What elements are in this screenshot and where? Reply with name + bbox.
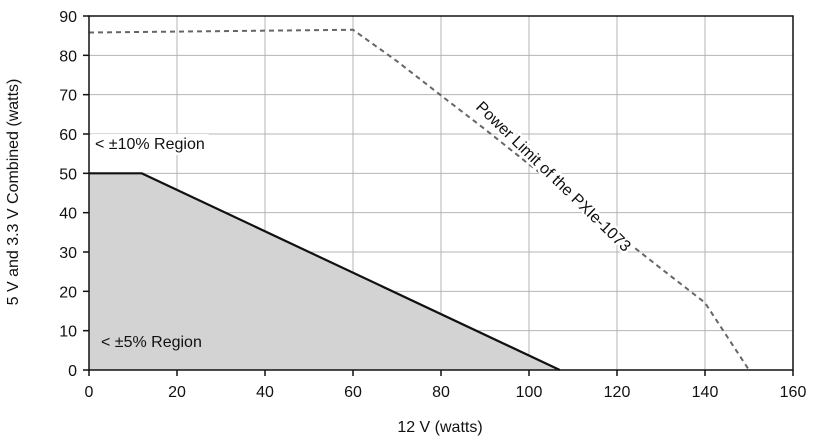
safe-region-boundary xyxy=(89,172,561,371)
x-tick-label: 80 xyxy=(432,384,450,401)
y-tick-label: 10 xyxy=(59,324,77,341)
y-axis-label: 5 V and 3.3 V Combined (watts) xyxy=(5,79,22,306)
region-5-percent-label: < ±5% Region xyxy=(101,334,202,351)
safe-region-area xyxy=(89,172,561,371)
y-tick-label: 60 xyxy=(59,127,77,144)
x-tick-label: 20 xyxy=(168,384,186,401)
x-tick-label: 40 xyxy=(256,384,274,401)
y-tick-label: 0 xyxy=(68,363,77,380)
power-limit-line xyxy=(88,28,750,371)
x-tick-label: 160 xyxy=(780,384,807,401)
x-tick-label: 140 xyxy=(692,384,719,401)
power-limit-series xyxy=(88,28,750,371)
y-tick-label: 70 xyxy=(59,88,77,105)
region-10-percent-label: < ±10% Region xyxy=(95,136,205,153)
y-tick-label: 30 xyxy=(59,245,77,262)
x-tick-label: 100 xyxy=(516,384,543,401)
power-limit-label: Power Limit of the PXIe-1073 xyxy=(472,99,634,256)
y-tick-label: 40 xyxy=(59,206,77,223)
safe-region-fill xyxy=(89,173,560,370)
region-10-label-background xyxy=(91,134,209,155)
y-tick-label: 90 xyxy=(59,9,77,26)
y-tick-label: 50 xyxy=(59,166,77,183)
x-tick-label: 60 xyxy=(344,384,362,401)
x-tick-label: 0 xyxy=(85,384,94,401)
x-tick-label: 120 xyxy=(604,384,631,401)
x-axis-label: 12 V (watts) xyxy=(397,419,482,436)
y-tick-label: 80 xyxy=(59,48,77,65)
axis-ticks: 0 20 40 60 80 100 120 140 160 0 10 20 30 40 50 60 70 80 90 xyxy=(59,9,806,401)
y-tick-label: 20 xyxy=(59,284,77,301)
